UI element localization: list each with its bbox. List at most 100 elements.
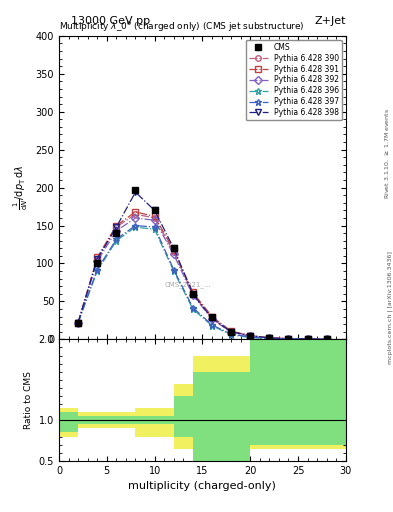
Pythia 6.428 396 [76,319,81,326]
Line: Pythia 6.428 397: Pythia 6.428 397 [75,222,330,343]
Pythia 6.428 396 [191,306,195,312]
X-axis label: multiplicity (charged-only): multiplicity (charged-only) [129,481,276,491]
Bar [154,416,174,424]
Pythia 6.428 392 [324,336,329,343]
Pythia 6.428 390 [191,291,195,297]
Pythia 6.428 397 [229,331,233,337]
Pythia 6.428 396 [267,335,272,342]
Bar [231,355,250,473]
Pythia 6.428 392 [209,316,214,322]
Pythia 6.428 398 [171,245,176,251]
Pythia 6.428 392 [286,336,291,342]
Bar [116,416,136,424]
Pythia 6.428 392 [76,319,81,326]
Pythia 6.428 390 [324,336,329,343]
Pythia 6.428 396 [133,224,138,230]
Bar [116,412,136,429]
Pythia 6.428 397 [267,335,272,342]
Pythia 6.428 397 [95,267,99,273]
Pythia 6.428 390 [152,215,157,221]
Pythia 6.428 392 [133,215,138,221]
Pythia 6.428 397 [209,322,214,328]
Pythia 6.428 397 [133,223,138,229]
Pythia 6.428 391 [267,335,272,341]
Text: Rivet 3.1.10, $\geq$ 1.7M events: Rivet 3.1.10, $\geq$ 1.7M events [384,108,391,199]
Bar [136,408,154,437]
Pythia 6.428 397 [286,336,291,342]
Text: CMS_2021_...: CMS_2021_... [165,282,211,288]
Pythia 6.428 398 [248,332,253,338]
Bar [59,412,78,433]
Legend: CMS, Pythia 6.428 390, Pythia 6.428 391, Pythia 6.428 392, Pythia 6.428 396, Pyt: CMS, Pythia 6.428 390, Pythia 6.428 391,… [246,39,342,120]
Pythia 6.428 397 [152,224,157,230]
Pythia 6.428 392 [229,330,233,336]
Pythia 6.428 392 [267,335,272,342]
Bar [174,396,193,437]
Pythia 6.428 390 [209,315,214,321]
Line: Pythia 6.428 390: Pythia 6.428 390 [75,211,329,342]
Pythia 6.428 391 [248,332,253,338]
Text: mcplots.cern.ch | [arXiv:1306.3436]: mcplots.cern.ch | [arXiv:1306.3436] [387,251,393,364]
Pythia 6.428 398 [76,319,81,326]
Pythia 6.428 390 [229,329,233,335]
Line: Pythia 6.428 396: Pythia 6.428 396 [75,224,330,343]
Pythia 6.428 392 [248,333,253,339]
Pythia 6.428 398 [95,256,99,262]
Pythia 6.428 391 [95,254,99,261]
Pythia 6.428 398 [286,335,291,342]
Pythia 6.428 398 [114,224,119,230]
Line: Pythia 6.428 398: Pythia 6.428 398 [75,189,329,342]
Pythia 6.428 396 [229,332,233,338]
Y-axis label: $\frac{1}{\mathrm{d}N} / \mathrm{d}p_\mathrm{T}\, \mathrm{d}\lambda$: $\frac{1}{\mathrm{d}N} / \mathrm{d}p_\ma… [12,165,30,210]
Bar [174,384,193,449]
Pythia 6.428 397 [324,336,329,343]
Pythia 6.428 391 [191,289,195,295]
Pythia 6.428 398 [324,336,329,343]
Bar [269,339,346,444]
Pythia 6.428 396 [114,238,119,244]
Pythia 6.428 398 [209,315,214,321]
Pythia 6.428 390 [114,224,119,230]
Pythia 6.428 390 [286,335,291,342]
Pythia 6.428 390 [171,249,176,255]
Pythia 6.428 390 [305,336,310,342]
Bar [193,355,212,473]
Bar [154,408,174,437]
Bar [78,416,97,424]
Bar [97,412,116,429]
Pythia 6.428 396 [171,268,176,274]
Pythia 6.428 391 [133,209,138,215]
Pythia 6.428 390 [133,211,138,217]
Pythia 6.428 390 [76,319,81,326]
Bar [250,339,269,444]
Bar [136,416,154,424]
Text: Z+Jet: Z+Jet [314,15,346,26]
Text: Multiplicity $\lambda\_0^0$ (charged only) (CMS jet substructure): Multiplicity $\lambda\_0^0$ (charged onl… [59,20,305,34]
Pythia 6.428 396 [305,336,310,343]
Pythia 6.428 398 [133,189,138,195]
Pythia 6.428 398 [267,335,272,341]
Pythia 6.428 391 [209,313,214,319]
Pythia 6.428 392 [171,251,176,258]
Pythia 6.428 397 [171,267,176,273]
Pythia 6.428 397 [76,319,81,326]
Bar [78,412,97,429]
Pythia 6.428 396 [324,336,329,343]
Bar [212,372,231,461]
Pythia 6.428 396 [152,226,157,232]
Pythia 6.428 397 [248,334,253,340]
Bar [269,331,346,449]
Pythia 6.428 391 [229,328,233,334]
Y-axis label: Ratio to CMS: Ratio to CMS [24,371,33,429]
Bar [193,372,212,461]
Pythia 6.428 397 [305,336,310,342]
Text: 13000 GeV pp: 13000 GeV pp [71,15,150,26]
Pythia 6.428 392 [305,336,310,342]
Pythia 6.428 391 [114,223,119,229]
Pythia 6.428 391 [286,335,291,342]
Pythia 6.428 396 [248,334,253,340]
Pythia 6.428 398 [152,207,157,214]
Pythia 6.428 396 [286,336,291,342]
Pythia 6.428 391 [152,214,157,220]
Bar [250,331,269,449]
